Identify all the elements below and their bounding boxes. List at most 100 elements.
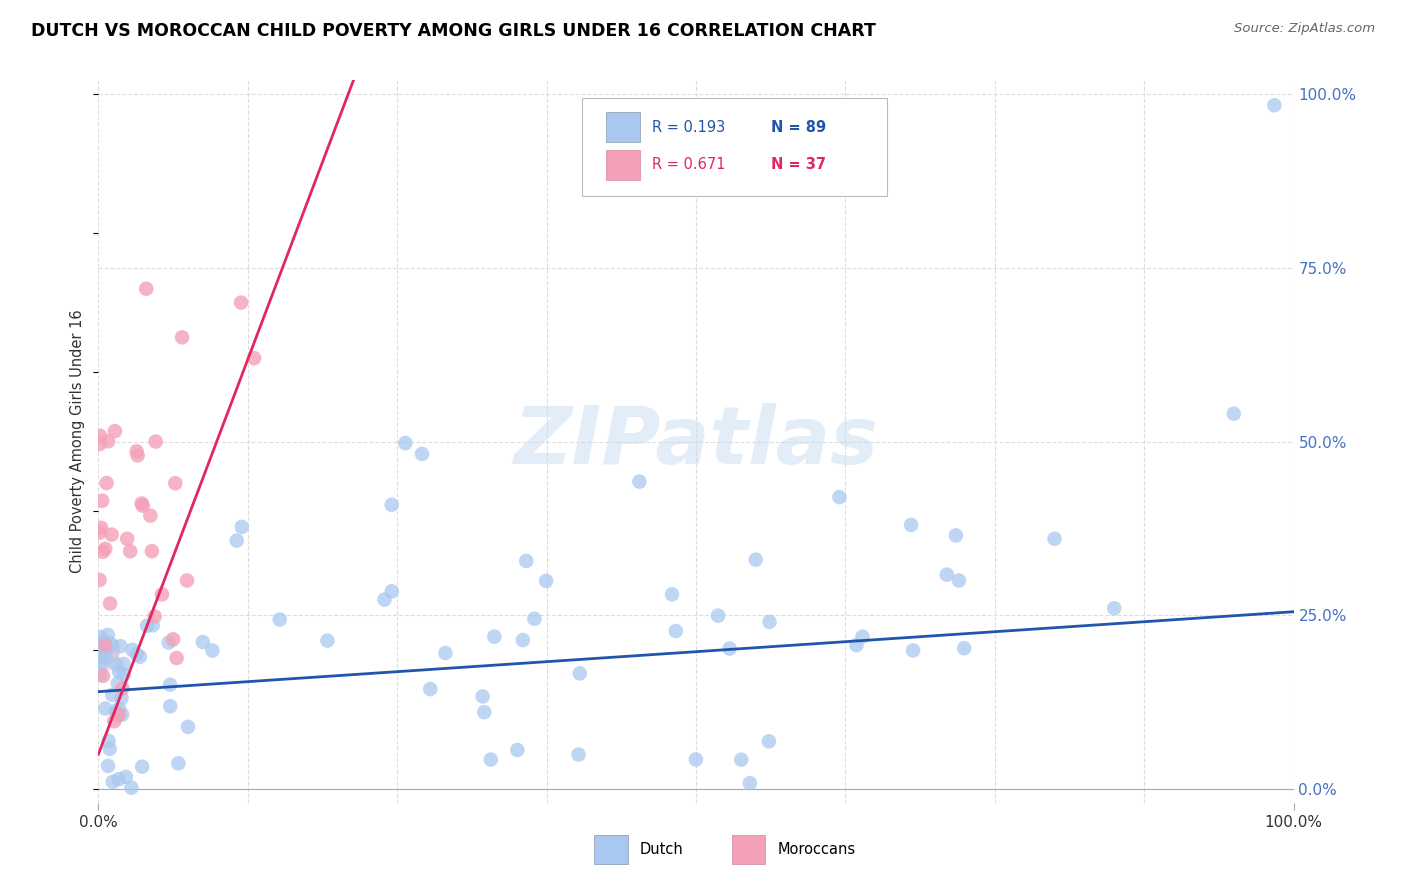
Text: DUTCH VS MOROCCAN CHILD POVERTY AMONG GIRLS UNDER 16 CORRELATION CHART: DUTCH VS MOROCCAN CHILD POVERTY AMONG GI…: [31, 22, 876, 40]
Dutch: [107, 772, 129, 787]
Dutch: [110, 640, 132, 654]
Dutch: [101, 638, 124, 652]
Dutch: [97, 734, 120, 748]
Dutch: [105, 657, 128, 672]
FancyBboxPatch shape: [582, 98, 887, 196]
Moroccans: [98, 597, 121, 611]
Dutch: [471, 690, 494, 704]
Y-axis label: Child Poverty Among Girls Under 16: Child Poverty Among Girls Under 16: [70, 310, 86, 574]
Dutch: [661, 587, 683, 601]
Dutch: [935, 567, 957, 582]
Dutch: [419, 681, 441, 696]
Dutch: [534, 574, 557, 588]
Moroccans: [107, 707, 129, 722]
Dutch: [945, 528, 967, 542]
Moroccans: [125, 444, 148, 458]
Dutch: [512, 633, 534, 648]
Dutch: [110, 691, 132, 706]
Dutch: [120, 780, 142, 795]
Moroccans: [90, 521, 112, 535]
Dutch: [381, 584, 404, 599]
Text: Dutch: Dutch: [640, 842, 683, 857]
Dutch: [851, 630, 873, 644]
Dutch: [131, 759, 153, 773]
Dutch: [225, 533, 247, 548]
Dutch: [90, 647, 112, 661]
Dutch: [201, 643, 224, 657]
Dutch: [845, 638, 868, 652]
Moroccans: [145, 434, 167, 449]
Dutch: [953, 641, 976, 656]
Moroccans: [89, 429, 111, 443]
Moroccans: [120, 544, 142, 558]
Dutch: [515, 554, 537, 568]
Dutch: [269, 613, 291, 627]
Text: R = 0.671: R = 0.671: [652, 157, 725, 172]
Moroccans: [143, 609, 166, 624]
Bar: [606, 150, 640, 180]
Dutch: [523, 612, 546, 626]
Dutch: [128, 649, 150, 664]
Dutch: [159, 699, 181, 714]
Moroccans: [96, 476, 118, 491]
Moroccans: [94, 639, 117, 653]
Text: N = 89: N = 89: [772, 120, 827, 135]
Moroccans: [115, 532, 138, 546]
Moroccans: [127, 449, 149, 463]
Moroccans: [91, 669, 114, 683]
Moroccans: [89, 525, 111, 540]
Text: R = 0.193: R = 0.193: [652, 120, 725, 135]
Moroccans: [103, 714, 125, 729]
Dutch: [758, 615, 780, 629]
Dutch: [1043, 532, 1066, 546]
Moroccans: [132, 499, 155, 513]
Moroccans: [243, 351, 266, 366]
Bar: [595, 835, 628, 864]
Text: ZIPatlas: ZIPatlas: [513, 402, 879, 481]
Dutch: [167, 756, 190, 771]
Moroccans: [166, 651, 188, 665]
Moroccans: [176, 574, 198, 588]
Moroccans: [141, 544, 163, 558]
Dutch: [105, 709, 128, 723]
Dutch: [104, 704, 127, 718]
Moroccans: [131, 496, 153, 510]
Dutch: [89, 630, 111, 644]
Moroccans: [89, 437, 111, 451]
Dutch: [828, 490, 851, 504]
Dutch: [567, 747, 589, 762]
Moroccans: [91, 545, 114, 559]
Dutch: [112, 657, 135, 671]
Dutch: [112, 667, 135, 681]
Moroccans: [104, 424, 127, 438]
Dutch: [411, 447, 433, 461]
Dutch: [94, 701, 117, 715]
Text: N = 37: N = 37: [772, 157, 827, 172]
Moroccans: [91, 493, 114, 508]
Dutch: [738, 776, 761, 790]
Moroccans: [139, 508, 162, 523]
Dutch: [93, 636, 115, 650]
Dutch: [97, 759, 120, 773]
Moroccans: [172, 330, 194, 344]
Dutch: [316, 633, 339, 648]
Dutch: [97, 628, 120, 642]
Dutch: [948, 574, 970, 588]
Dutch: [121, 643, 143, 657]
Dutch: [479, 752, 502, 766]
Dutch: [1223, 407, 1246, 421]
Dutch: [125, 648, 148, 662]
Dutch: [434, 646, 457, 660]
Dutch: [381, 498, 404, 512]
Dutch: [115, 770, 138, 784]
Dutch: [98, 742, 121, 756]
Moroccans: [100, 527, 122, 541]
Dutch: [94, 643, 117, 657]
Dutch: [89, 667, 111, 681]
Moroccans: [111, 681, 134, 696]
Dutch: [484, 630, 506, 644]
Dutch: [159, 678, 181, 692]
Dutch: [94, 649, 117, 664]
Moroccans: [135, 282, 157, 296]
Moroccans: [150, 587, 173, 601]
